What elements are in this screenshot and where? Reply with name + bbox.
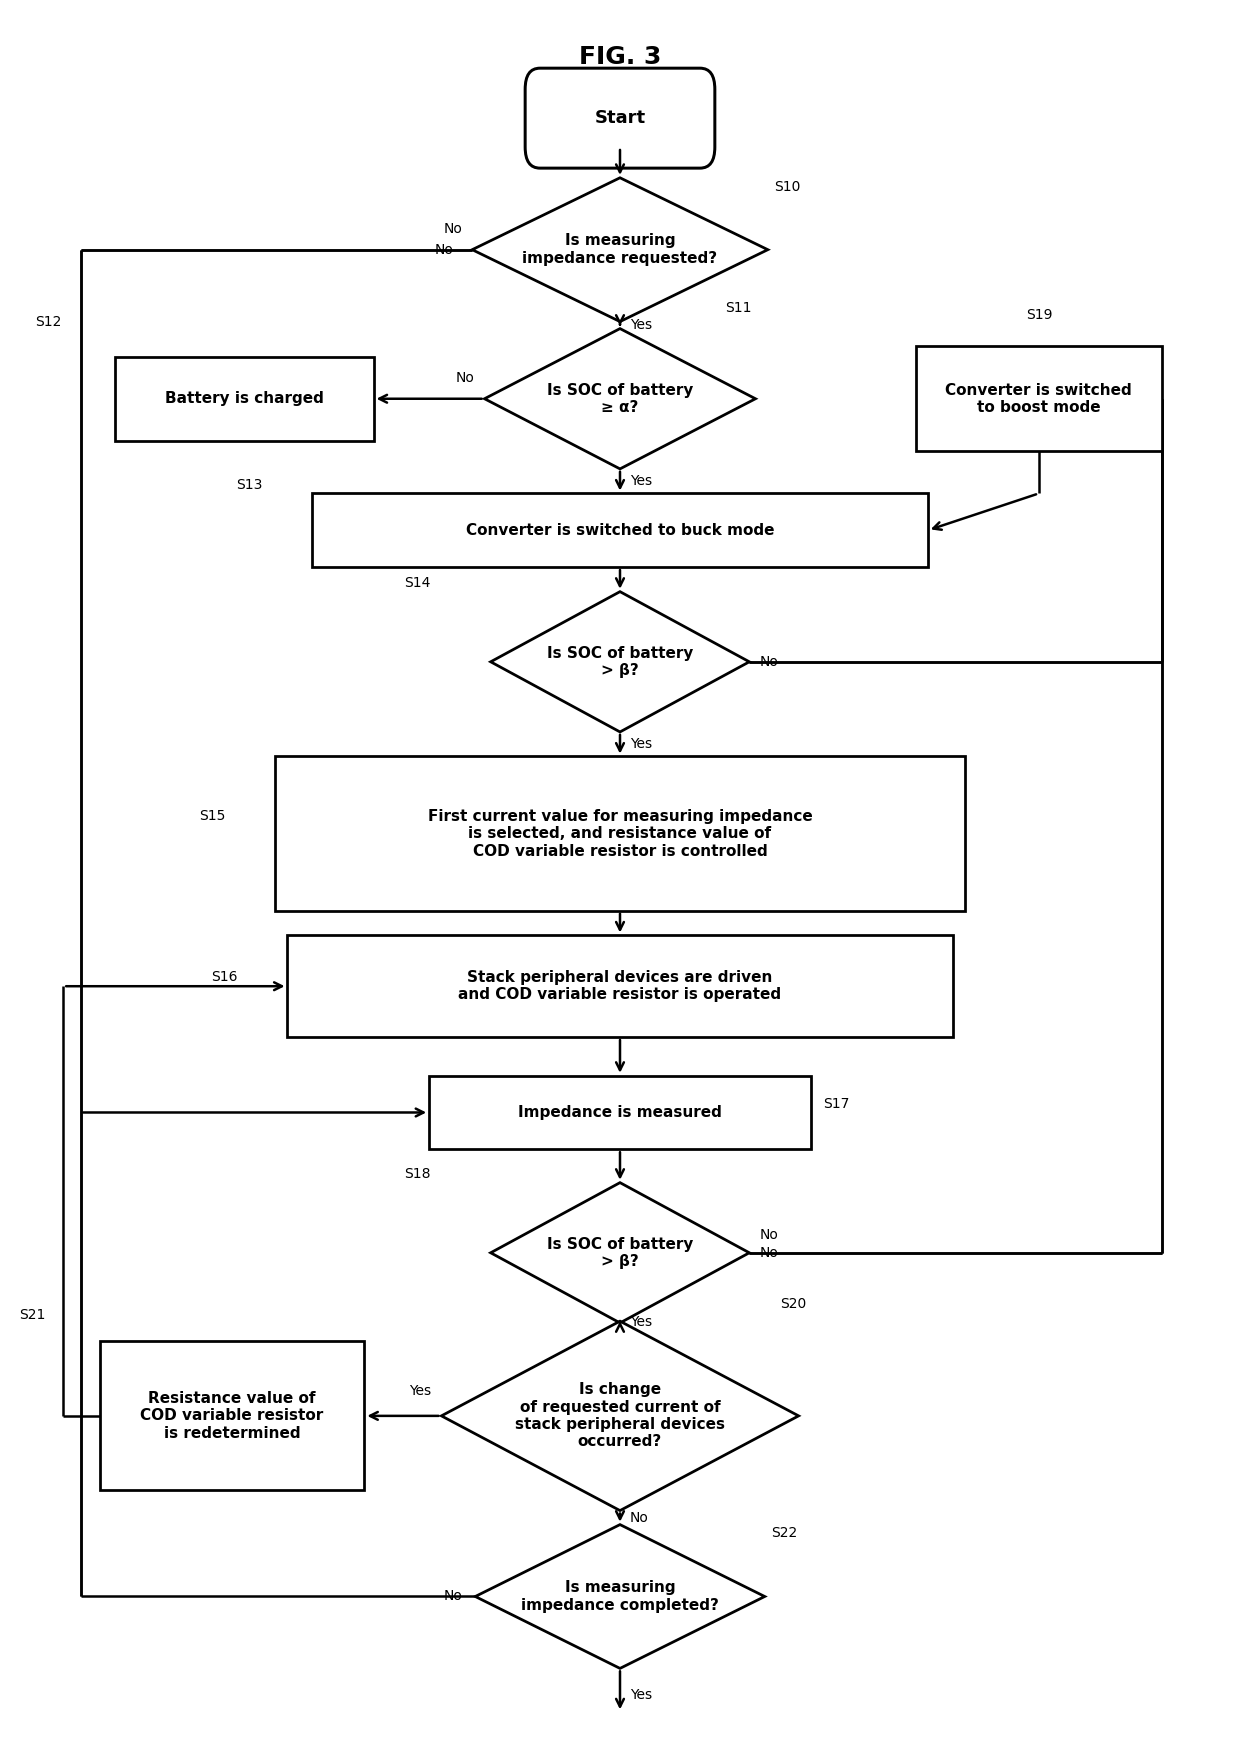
Text: S12: S12 <box>35 315 61 328</box>
Bar <box>288 936 952 1038</box>
Polygon shape <box>441 1322 799 1510</box>
Text: No: No <box>630 1510 649 1524</box>
Text: Yes: Yes <box>630 319 652 331</box>
Text: Converter is switched to buck mode: Converter is switched to buck mode <box>466 523 774 537</box>
Text: No: No <box>759 655 777 670</box>
Text: Start: Start <box>594 109 646 127</box>
Text: S17: S17 <box>823 1096 849 1110</box>
Text: Battery is charged: Battery is charged <box>165 391 324 407</box>
Text: Converter is switched
to boost mode: Converter is switched to boost mode <box>945 382 1132 414</box>
Text: S13: S13 <box>236 478 262 492</box>
Text: Is SOC of battery
> β?: Is SOC of battery > β? <box>547 1237 693 1269</box>
Text: Is SOC of battery
≥ α?: Is SOC of battery ≥ α? <box>547 382 693 414</box>
Bar <box>312 493 928 567</box>
Text: No: No <box>435 243 454 257</box>
Text: Is measuring
impedance requested?: Is measuring impedance requested? <box>522 234 718 266</box>
Polygon shape <box>472 178 768 322</box>
Text: S20: S20 <box>780 1297 806 1311</box>
Text: No: No <box>456 370 475 384</box>
Text: No: No <box>444 222 463 236</box>
Polygon shape <box>485 328 755 469</box>
Text: Yes: Yes <box>630 1688 652 1702</box>
Text: No: No <box>759 1246 777 1260</box>
Text: S16: S16 <box>211 971 238 985</box>
Polygon shape <box>475 1524 765 1669</box>
Polygon shape <box>491 592 749 731</box>
Text: S15: S15 <box>198 809 226 823</box>
Text: S14: S14 <box>404 576 430 590</box>
Text: Is SOC of battery
> β?: Is SOC of battery > β? <box>547 645 693 678</box>
Text: S11: S11 <box>724 301 751 315</box>
Bar <box>275 756 965 911</box>
Bar <box>115 356 373 440</box>
Text: S21: S21 <box>20 1307 46 1322</box>
Text: S10: S10 <box>774 180 800 194</box>
Text: Stack peripheral devices are driven
and COD variable resistor is operated: Stack peripheral devices are driven and … <box>459 971 781 1003</box>
Text: Yes: Yes <box>409 1385 432 1399</box>
Text: Yes: Yes <box>630 474 652 488</box>
Text: S19: S19 <box>1027 308 1053 322</box>
Text: FIG. 3: FIG. 3 <box>579 44 661 69</box>
Text: First current value for measuring impedance
is selected, and resistance value of: First current value for measuring impeda… <box>428 809 812 858</box>
Text: Is measuring
impedance completed?: Is measuring impedance completed? <box>521 1581 719 1612</box>
Text: S22: S22 <box>771 1526 797 1540</box>
Polygon shape <box>491 1182 749 1323</box>
Text: Resistance value of
COD variable resistor
is redetermined: Resistance value of COD variable resisto… <box>140 1390 324 1441</box>
Bar <box>915 345 1162 451</box>
Text: No: No <box>759 1228 777 1242</box>
Bar <box>99 1341 365 1491</box>
Text: Impedance is measured: Impedance is measured <box>518 1105 722 1121</box>
Text: Is change
of requested current of
stack peripheral devices
occurred?: Is change of requested current of stack … <box>515 1381 725 1450</box>
Text: Yes: Yes <box>630 1314 652 1329</box>
Text: S18: S18 <box>404 1166 432 1181</box>
Text: No: No <box>444 1589 463 1603</box>
Text: Yes: Yes <box>630 737 652 751</box>
FancyBboxPatch shape <box>526 69 714 167</box>
Bar <box>429 1075 811 1149</box>
